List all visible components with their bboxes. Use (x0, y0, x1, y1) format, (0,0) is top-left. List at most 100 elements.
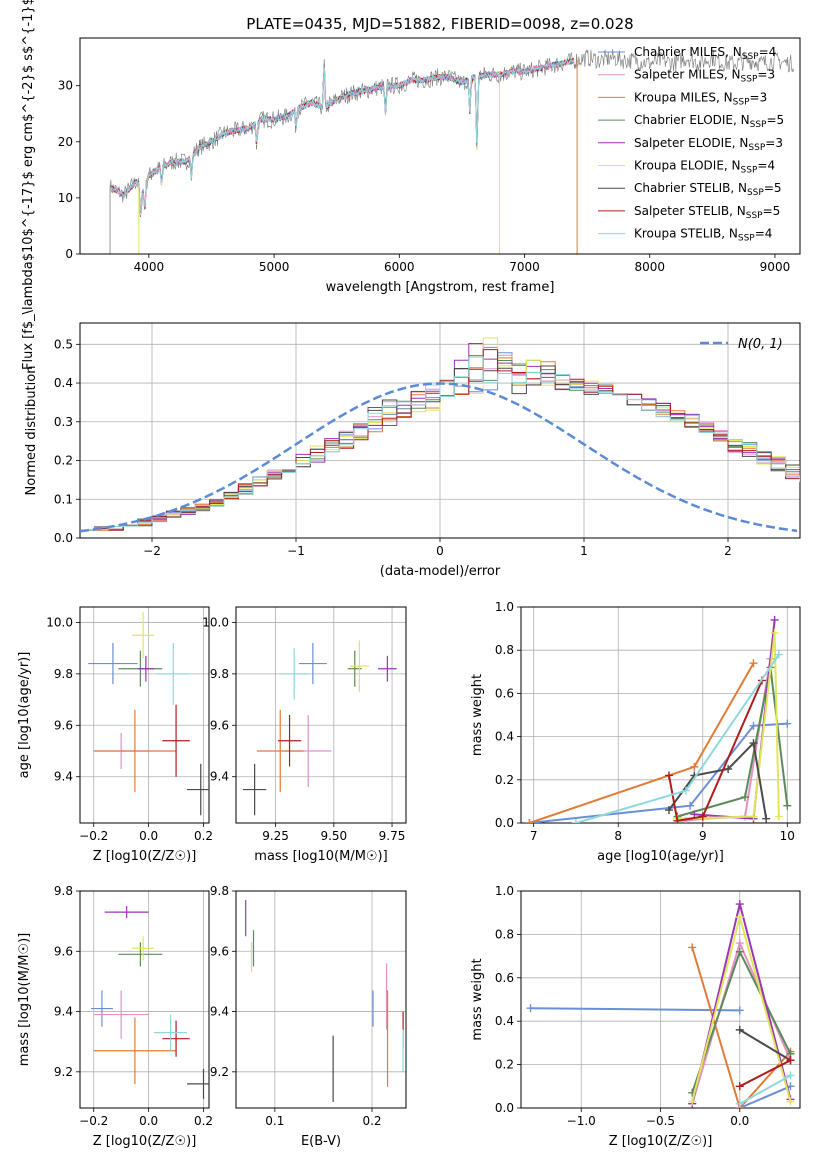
x-tick-label: 5000 (259, 260, 290, 274)
legend-label: Chabrier ELODIE, N (634, 113, 750, 127)
spectrum-panel: 4000 5000 6000 7000 8000 9000 0 10 20 30 wavelengt… (21, 0, 801, 370)
observed-spectrum-line (109, 48, 794, 211)
x-tick-label: 4000 (134, 260, 165, 274)
error-bars (242, 640, 397, 816)
x-axis-label: age [log10(age/yr)] (597, 849, 724, 864)
y-axis-label: Flux [f$_\lambda$10$^{-17}$ erg cm$^{-2}… (21, 0, 36, 370)
data-point-kroupa-stelib (154, 1014, 188, 1051)
plot-frame (520, 890, 801, 1109)
weight-marker (735, 1099, 744, 1108)
x-tick-label: −1.0 (567, 1114, 596, 1128)
plot-frame (235, 606, 407, 824)
legend-entry: Salpeter STELIB, NSSP=5 (634, 204, 780, 221)
data-point-kroupa-stelib (156, 643, 190, 705)
weight-marker (735, 939, 744, 948)
weight-series-chabrier-miles (529, 722, 788, 823)
plot-frame (79, 37, 801, 255)
model-spectrum-kroupa-miles (109, 57, 575, 210)
data-point-salpeter-elodie (104, 906, 149, 919)
figure-title: PLATE=0435, MJD=51882, FIBERID=0098, z=0… (246, 15, 633, 33)
weight-marker (749, 659, 758, 668)
y-tick-label: 9.6 (54, 718, 73, 732)
legend-subscript: SSP (747, 188, 764, 198)
age-vs-mass-panel: 9.25 9.50 9.75 9.4 9.6 9.8 10.0 mass [log10(M/M… (202, 606, 407, 864)
x-axis-label: mass [log10(M/M☉)] (254, 849, 387, 864)
legend-tail: =5 (766, 113, 784, 127)
data-point-chabrier-miles (90, 990, 113, 1027)
weight-series-kroupa-stelib (739, 1074, 791, 1105)
legend-subscript: SSP (750, 120, 767, 130)
weight-marker (698, 812, 707, 821)
x-tick-label: 0.0 (139, 1114, 158, 1128)
y-axis-label: age [log10(age/yr)] (17, 652, 32, 779)
y-tick-label: 9.4 (54, 770, 73, 784)
weight-marker (749, 812, 758, 821)
legend-entry: Chabrier MILES, NSSP=4 (634, 45, 776, 62)
weight-marker (741, 793, 750, 802)
x-tick-label: 0.2 (194, 829, 213, 843)
y-tick-label: 0.5 (54, 337, 73, 351)
weight-marker (770, 628, 779, 637)
data-point-chabrier-miles (88, 643, 138, 685)
legend-entry: Salpeter ELODIE, NSSP=3 (634, 136, 783, 153)
y-tick-label: 0.2 (495, 773, 514, 787)
y-tick-label: 0.4 (495, 1014, 514, 1028)
x-tick-label: 7000 (509, 260, 540, 274)
weight-marker (783, 719, 792, 728)
residual-histogram-chabrier-stelib (80, 365, 800, 531)
legend-subscript: SSP (741, 166, 758, 176)
weight-marker (735, 1082, 744, 1091)
data-point-kroupa-miles (93, 709, 177, 793)
residual-histogram-chabrier-miles (80, 352, 800, 531)
model-spectrum-salpeter-miles (109, 60, 574, 214)
x-tick-label: 8 (614, 829, 622, 843)
x-tick-label: −2 (143, 544, 161, 558)
data-point-salpeter-stelib (162, 704, 190, 777)
weight-series-chabrier-stelib (739, 1029, 792, 1062)
data-point-chabrier-stelib (187, 763, 209, 816)
model-spectrum-salpeter-elodie (135, 71, 500, 217)
y-tick-label: 0.1 (54, 492, 73, 506)
y-tick-label: 10.0 (202, 615, 229, 629)
x-tick-label: 10 (780, 829, 795, 843)
weight-marker (786, 1071, 795, 1080)
data-point-salpeter-miles (93, 990, 149, 1039)
weight-marker (770, 615, 779, 624)
data-point-salpeter-stelib (162, 1020, 190, 1057)
legend-entry: Chabrier STELIB, NSSP=5 (634, 181, 782, 198)
weight-marker (526, 1004, 535, 1013)
spectrum-lines (109, 48, 794, 254)
x-tick-label: 7 (530, 829, 538, 843)
legend-tail: =4 (757, 159, 775, 173)
y-axis-label: Normed distribution (24, 366, 39, 496)
plot-frame (235, 890, 407, 1109)
residual-histogram-salpeter-miles (80, 354, 800, 531)
weight-marker (664, 771, 673, 780)
y-tick-label: 20 (58, 135, 73, 149)
model-spectrum-kroupa-elodie (135, 70, 500, 216)
weight-series-chabrier-elodie (691, 949, 792, 1094)
y-tick-label: 9.6 (54, 944, 73, 958)
legend-subscript: SSP (748, 143, 765, 153)
residual-histogram-kroupa-elodie (80, 337, 800, 531)
weight-marker (664, 806, 673, 815)
x-axis-label: Z [log10(Z/Z☉)] (93, 849, 197, 864)
y-tick-label: 0.4 (54, 376, 73, 390)
weight-series-salpeter-elodie (691, 903, 792, 1104)
error-bars (88, 612, 209, 816)
weight-marker (783, 801, 792, 810)
legend-label: Kroupa MILES, N (634, 90, 733, 104)
legend-subscript: SSP (733, 97, 750, 107)
weight-series-chabrier-miles (739, 1085, 791, 1108)
residual-histogram-kroupa-stelib (80, 356, 800, 531)
y-tick-label: 9.2 (210, 1065, 229, 1079)
x-tick-label: 6000 (384, 260, 415, 274)
y-tick-label: 9.4 (210, 1005, 229, 1019)
y-tick-label: 9.8 (54, 884, 73, 898)
weight-series-kroupa-miles (691, 947, 792, 1108)
weight-series-kroupa-miles (529, 662, 755, 823)
data-point-chabrier-miles (298, 643, 327, 685)
residual-histogram-salpeter-elodie (80, 343, 800, 531)
y-tick-label: 9.8 (54, 667, 73, 681)
